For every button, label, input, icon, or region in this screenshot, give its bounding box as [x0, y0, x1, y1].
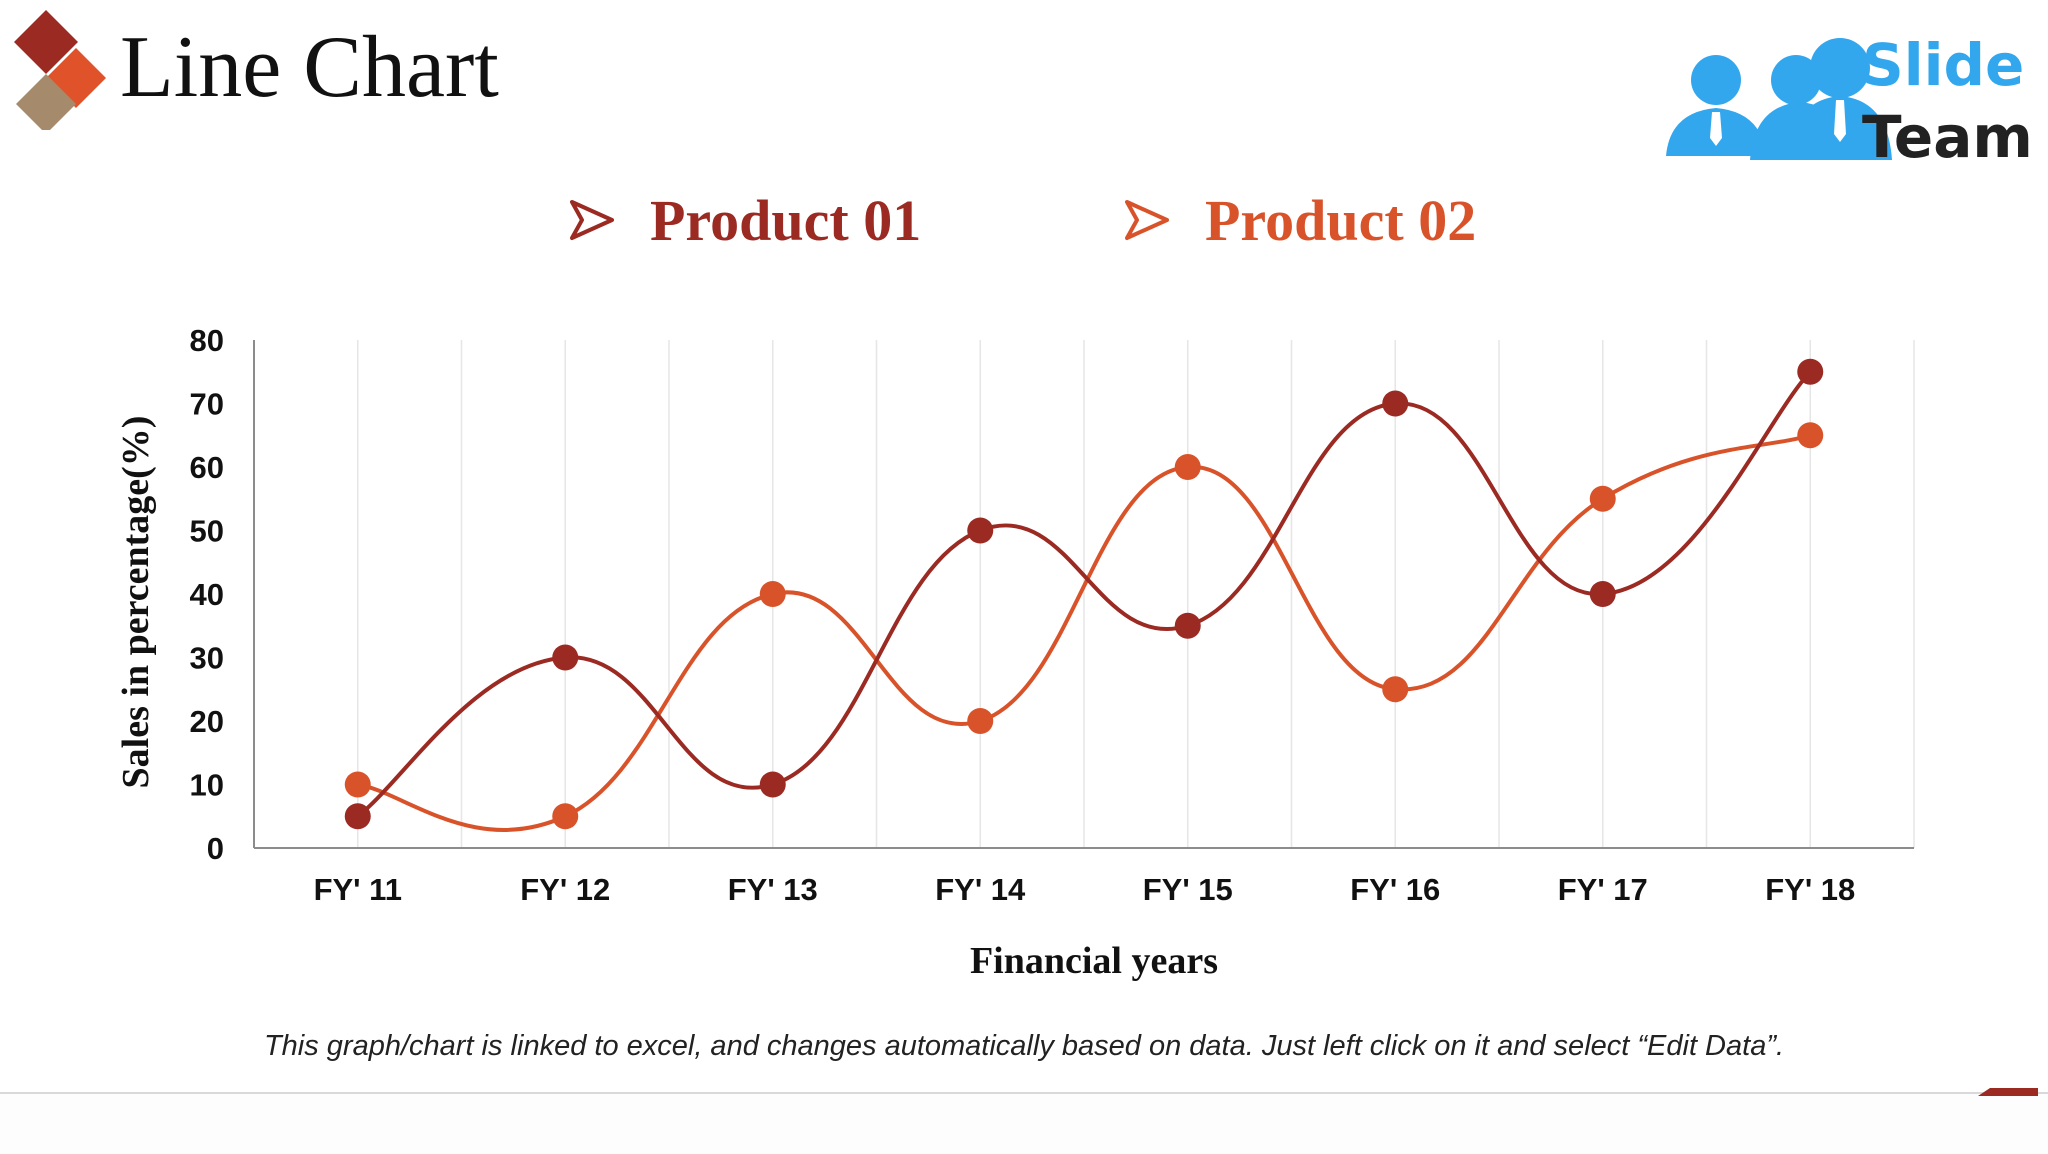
series-lines [344, 358, 1824, 832]
x-tick-label: FY' 17 [1558, 872, 1648, 907]
axes [253, 340, 1914, 849]
bottom-band [0, 1092, 2048, 1154]
y-tick-label: 60 [190, 450, 224, 485]
arrow-head-icon [570, 200, 614, 240]
y-tick-label: 0 [207, 831, 224, 866]
brand-word-slide: Slide [1862, 31, 2025, 99]
corner-accent-icon [1978, 1088, 2038, 1096]
data-point-product-02 [344, 771, 371, 798]
line-chart: 0 10 20 30 40 50 60 70 80 FY' 11 FY' 12 FY' 13 FY' 1… [115, 323, 1915, 982]
y-tick-label: 50 [190, 514, 224, 549]
data-point-product-02 [1797, 422, 1824, 449]
team-logo-icon [1666, 38, 1892, 160]
legend-item-product-01: Product 01 [570, 180, 921, 260]
y-tick-label: 10 [190, 768, 224, 803]
slide: Line Chart Slide Team Product 01 Product… [14, 10, 2033, 1062]
y-tick-label: 20 [190, 704, 224, 739]
x-axis-title: Financial years [970, 940, 1218, 982]
data-point-product-01 [1382, 390, 1409, 417]
y-tick-label: 30 [190, 641, 224, 676]
series-line-product-01 [356, 370, 1812, 818]
diamond-logo-icon [14, 10, 106, 130]
tick-labels: 0 10 20 30 40 50 60 70 80 FY' 11 FY' 12 FY' 13 FY' 1… [115, 323, 1855, 982]
page-title: Line Chart [120, 19, 499, 116]
data-point-product-02 [1174, 454, 1201, 480]
x-tick-label: FY' 13 [728, 872, 818, 907]
x-tick-label: FY' 12 [520, 872, 610, 907]
data-point-product-02 [1589, 485, 1616, 512]
y-tick-label: 70 [190, 387, 224, 422]
x-tick-label: FY' 11 [314, 872, 402, 907]
data-point-product-01 [1797, 358, 1824, 385]
data-point-product-01 [967, 517, 994, 544]
x-tick-label: FY' 15 [1143, 872, 1233, 907]
legend-item-product-02: Product 02 [1125, 180, 1476, 260]
data-point-product-01 [344, 803, 371, 830]
x-tick-label: FY' 16 [1350, 872, 1440, 907]
legend-label: Product 01 [650, 187, 922, 253]
legend-label: Product 02 [1205, 187, 1477, 253]
data-point-product-02 [967, 708, 994, 734]
data-point-product-01 [1174, 612, 1201, 639]
data-point-product-02 [759, 581, 786, 607]
arrow-head-icon [1125, 200, 1169, 240]
data-point-product-01 [759, 771, 786, 798]
x-tick-label: FY' 18 [1765, 872, 1855, 907]
brand-word-team: Team [1862, 103, 2033, 171]
x-tick-label: FY' 14 [935, 872, 1026, 907]
y-tick-label: 40 [190, 577, 224, 612]
footnote: This graph/chart is linked to excel, and… [263, 1030, 1785, 1062]
grid-lines [357, 340, 1915, 848]
data-point-product-01 [1589, 581, 1616, 607]
data-point-product-01 [552, 644, 579, 671]
y-tick-label: 80 [190, 323, 224, 358]
data-point-product-02 [552, 803, 579, 830]
y-axis-title: Sales in percentage(%) [115, 416, 157, 789]
data-point-product-02 [1382, 676, 1409, 703]
